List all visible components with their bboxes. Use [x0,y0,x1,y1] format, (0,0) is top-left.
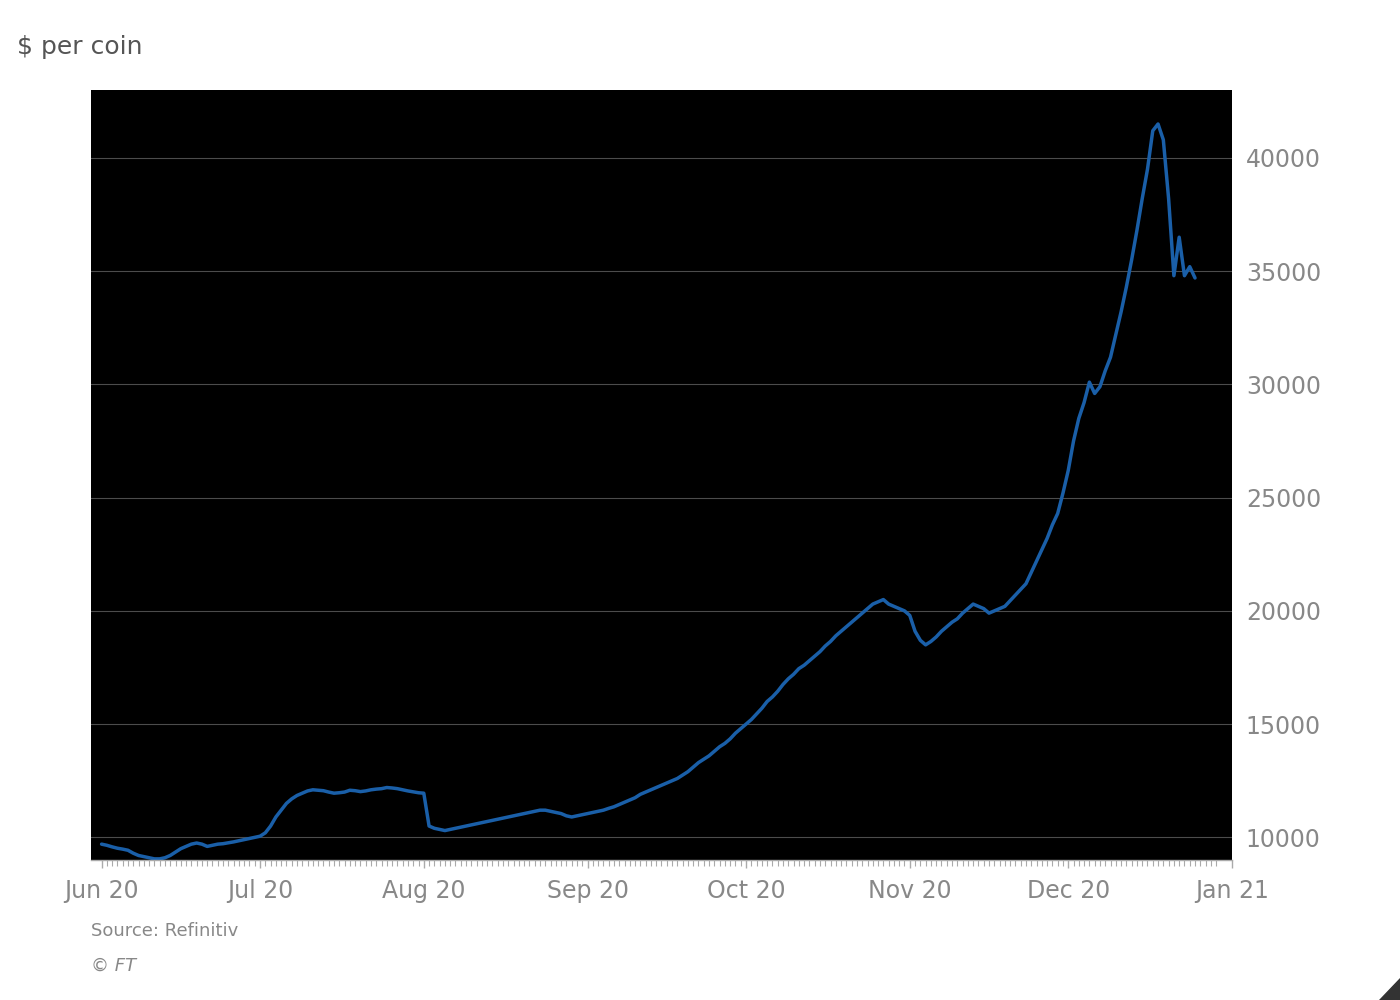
Text: © FT: © FT [91,957,136,975]
Text: $ per coin: $ per coin [17,35,143,59]
Text: Source: Refinitiv: Source: Refinitiv [91,922,238,940]
